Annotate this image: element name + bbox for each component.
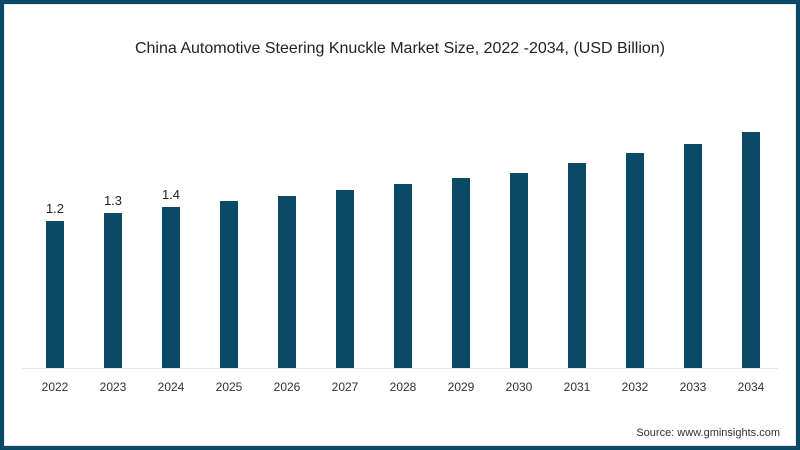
bar-2034 bbox=[742, 132, 760, 368]
x-tick-label: 2028 bbox=[389, 380, 417, 394]
source-note: Source: www.gminsights.com bbox=[636, 427, 780, 439]
bar-2031 bbox=[568, 163, 586, 368]
chart-title: China Automotive Steering Knuckle Market… bbox=[134, 40, 666, 57]
bar-2033 bbox=[684, 143, 702, 368]
bar-2023 bbox=[104, 212, 122, 368]
data-label: 1.2 bbox=[45, 201, 65, 216]
bar-2029 bbox=[452, 178, 470, 368]
x-tick-label: 2034 bbox=[737, 380, 765, 394]
x-tick-label: 2029 bbox=[447, 380, 475, 394]
bar-2027 bbox=[336, 189, 354, 368]
data-label: 1.4 bbox=[161, 187, 181, 202]
bar-2025 bbox=[220, 201, 238, 368]
bar-2028 bbox=[394, 184, 412, 368]
bar-2024 bbox=[162, 207, 180, 368]
x-tick-label: 2027 bbox=[331, 380, 359, 394]
x-tick-label: 2032 bbox=[621, 380, 649, 394]
x-tick-label: 2025 bbox=[215, 380, 243, 394]
bar-2032 bbox=[626, 152, 644, 368]
x-tick-label: 2033 bbox=[679, 380, 707, 394]
x-tick-label: 2030 bbox=[505, 380, 533, 394]
x-tick-label: 2023 bbox=[99, 380, 127, 394]
bar-2022 bbox=[46, 221, 64, 368]
bar-2026 bbox=[278, 195, 296, 368]
x-tick-label: 2022 bbox=[41, 380, 69, 394]
x-tick-label: 2026 bbox=[273, 380, 301, 394]
x-axis-line bbox=[22, 368, 778, 369]
bar-2030 bbox=[510, 172, 528, 368]
x-tick-label: 2024 bbox=[157, 380, 185, 394]
x-tick-label: 2031 bbox=[563, 380, 591, 394]
data-label: 1.3 bbox=[103, 192, 123, 208]
